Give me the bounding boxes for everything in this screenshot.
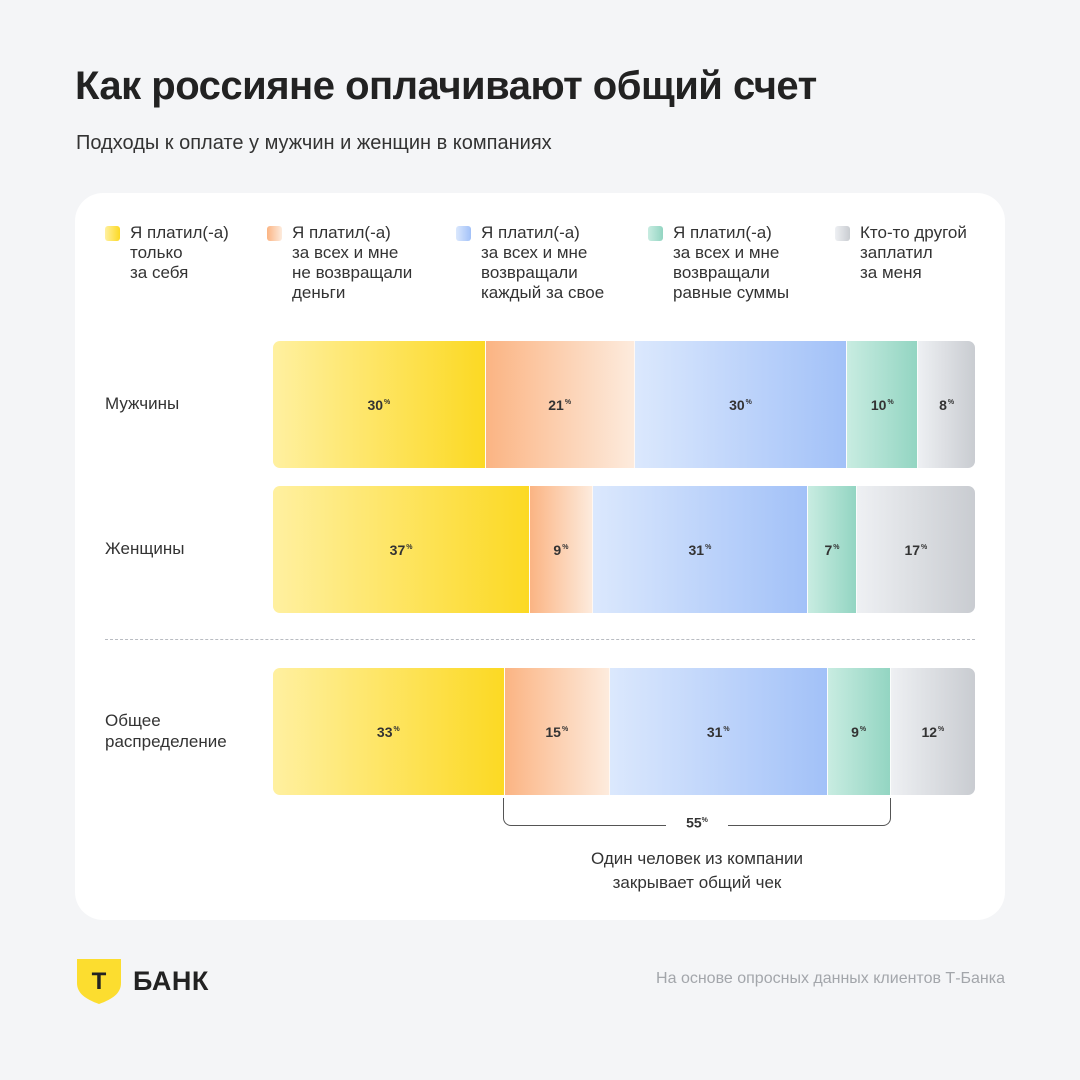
data-label: 10% <box>870 396 894 413</box>
legend-swatch <box>105 226 120 241</box>
data-label: 30% <box>729 396 752 413</box>
data-label: 17% <box>904 541 928 558</box>
row-label: Общее распределение <box>105 711 227 751</box>
row-label: Женщины <box>105 539 185 558</box>
legend-swatch <box>648 226 663 241</box>
data-label: 9% <box>851 723 867 740</box>
stacked-bar: 37% 9% 31% 7% 17% <box>273 486 975 613</box>
legend-label: Я платил(-а) за всех и мне возвращали ка… <box>481 223 605 302</box>
data-label: 33% <box>376 723 400 740</box>
data-label: 12% <box>921 723 945 740</box>
legend-label: Я платил(-а) только за себя <box>130 223 229 282</box>
data-label: 9% <box>553 541 569 558</box>
legend-item: Я платил(-а) за всех и мне не возвращали… <box>267 223 412 303</box>
legend-label: Кто-то другой заплатил за меня <box>860 223 967 282</box>
data-label: 31% <box>706 723 730 740</box>
bar-segment: 21% <box>485 341 635 468</box>
bar-segment: 33% <box>273 668 505 795</box>
bar-segment: 31% <box>609 668 828 795</box>
bar-segment: 17% <box>856 486 975 613</box>
data-label: 37% <box>389 541 413 558</box>
legend-swatch <box>267 226 282 241</box>
legend-label: Я платил(-а) за всех и мне возвращали ра… <box>673 223 790 302</box>
bar-segment: 9% <box>827 668 891 795</box>
legend-item: Я платил(-а) за всех и мне возвращали ка… <box>456 223 604 303</box>
bar-segment: 8% <box>918 341 975 468</box>
data-label: 15% <box>545 723 569 740</box>
legend-item: Я платил(-а) только за себя <box>105 223 229 283</box>
bar-segment: 12% <box>890 668 975 795</box>
bar-segment: 31% <box>592 486 809 613</box>
legend-swatch <box>835 226 850 241</box>
bracket-caption: Один человек из компании закрывает общий… <box>591 849 803 892</box>
data-label: 21% <box>548 396 572 413</box>
bar-segment: 30% <box>634 341 848 468</box>
legend-label: Я платил(-а) за всех и мне не возвращали… <box>292 223 413 302</box>
legend-swatch <box>456 226 471 241</box>
bar-segment: 7% <box>808 486 857 613</box>
bar-segment: 9% <box>530 486 593 613</box>
bar-segment: 10% <box>847 341 919 468</box>
data-label: 30% <box>367 396 391 413</box>
page-title: Как россияне оплачивают общий счет <box>75 64 817 108</box>
row-label: Мужчины <box>105 394 180 413</box>
legend-item: Я платил(-а) за всех и мне возвращали ра… <box>648 223 789 303</box>
bar-segment: 30% <box>273 341 486 468</box>
chart-card: Я платил(-а) только за себя Я платил(-а) … <box>75 193 1005 920</box>
chart-legend: Я платил(-а) только за себя Я платил(-а) … <box>75 193 1005 323</box>
data-label: 8% <box>939 396 955 413</box>
data-label: 7% <box>824 541 840 558</box>
bracket-value-label: 55% <box>666 811 728 831</box>
divider-line <box>105 639 975 640</box>
tbank-logo: Т БАНК <box>75 957 209 1005</box>
logo-text: БАНК <box>133 965 209 996</box>
source-footnote: На основе опросных данных клиентов Т-Бан… <box>656 970 1005 987</box>
stacked-bar: 33% 15% 31% 9% 12% <box>273 668 975 795</box>
data-label: 31% <box>688 541 712 558</box>
shield-logo-icon: Т <box>77 959 121 1004</box>
stacked-bar: 30% 21% 30% 10% 8% <box>273 341 975 468</box>
page-subtitle: Подходы к оплате у мужчин и женщин в ком… <box>76 132 552 154</box>
bar-segment: 15% <box>504 668 610 795</box>
logo-letter: Т <box>92 968 107 995</box>
legend-item: Кто-то другой заплатил за меня <box>835 223 967 283</box>
bar-segment: 37% <box>273 486 531 613</box>
